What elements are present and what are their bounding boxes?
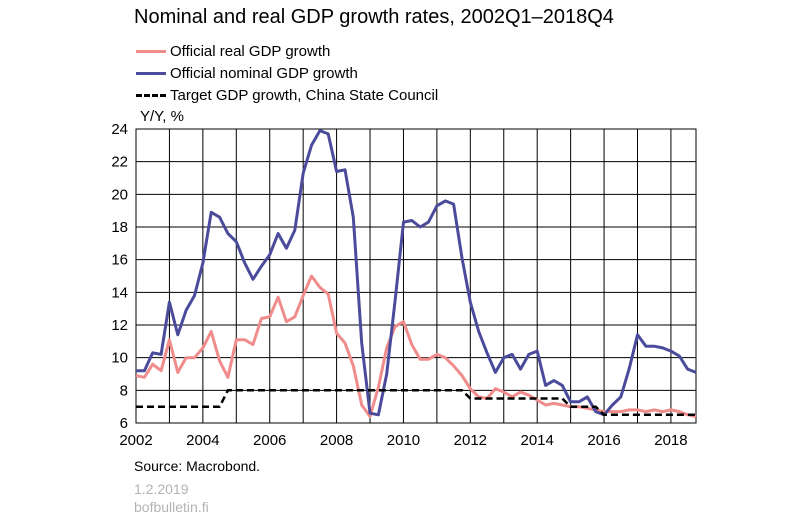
x-tick-label: 2008: [320, 432, 353, 449]
chart-title: Nominal and real GDP growth rates, 2002Q…: [134, 6, 614, 28]
legend-label-target: Target GDP growth, China State Council: [170, 86, 439, 104]
x-tick-label: 2002: [119, 432, 152, 449]
legend-swatch-real: [136, 49, 166, 53]
legend-label-nominal: Official nominal GDP growth: [170, 64, 358, 82]
y-tick-label: 10: [111, 350, 128, 367]
x-tick-label: 2012: [454, 432, 487, 449]
x-tick-label: 2018: [654, 432, 687, 449]
y-tick-label: 6: [120, 415, 128, 432]
series-line-target-gdp: [136, 389, 696, 417]
x-tick-label: 2010: [387, 432, 420, 449]
y-tick-label: 14: [111, 284, 128, 301]
series-line-real-gdp: [135, 274, 697, 418]
y-tick-label: 8: [120, 382, 128, 399]
legend-swatch-target: [136, 93, 166, 97]
legend-item-target: Target GDP growth, China State Council: [136, 84, 438, 106]
y-tick-label: 24: [111, 121, 128, 138]
y-tick-label: 22: [111, 154, 128, 171]
x-tick-label: 2004: [186, 432, 219, 449]
y-tick-label: 20: [111, 186, 128, 203]
y-tick-label: 16: [111, 252, 128, 269]
legend-swatch-nominal: [136, 71, 166, 75]
y-axis-label: Y/Y, %: [140, 108, 184, 125]
legend-label-real: Official real GDP growth: [170, 42, 331, 60]
series-line-nominal-gdp: [136, 129, 697, 417]
source-note: Source: Macrobond.: [134, 458, 261, 474]
legend: Official real GDP growth Official nomina…: [136, 40, 438, 106]
y-tick-label: 12: [111, 317, 128, 334]
publication-date: 1.2.2019: [134, 481, 189, 497]
legend-item-nominal: Official nominal GDP growth: [136, 62, 438, 84]
y-tick-label: 18: [111, 219, 128, 236]
x-tick-label: 2014: [521, 432, 554, 449]
plot-frame: [135, 128, 697, 424]
x-tick-label: 2016: [587, 432, 620, 449]
site-url: bofbulletin.fi: [134, 499, 209, 515]
x-tick-label: 2006: [253, 432, 286, 449]
legend-item-real: Official real GDP growth: [136, 40, 438, 62]
